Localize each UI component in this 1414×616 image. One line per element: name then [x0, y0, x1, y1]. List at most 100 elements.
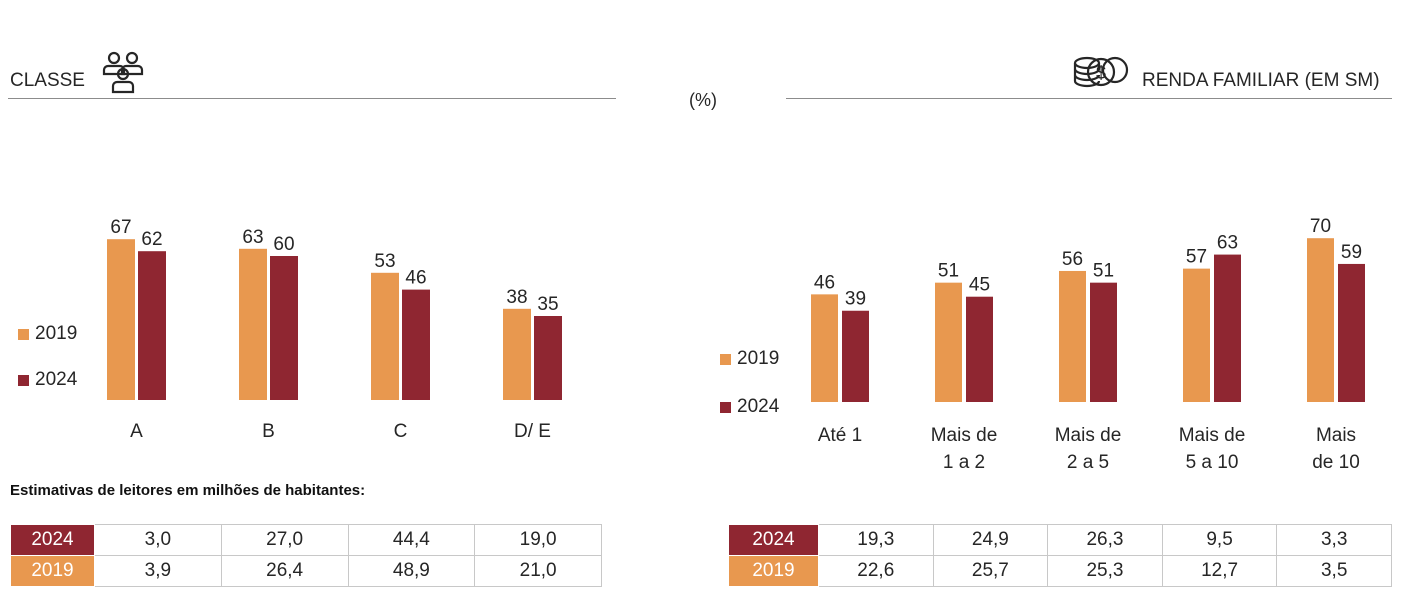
data-label: 51 — [1093, 261, 1114, 282]
category-label: de 10 — [1312, 452, 1360, 473]
data-label: 38 — [506, 287, 527, 308]
row-year: 2019 — [728, 555, 819, 587]
svg-text:$: $ — [1096, 63, 1106, 83]
bar-2024 — [270, 256, 298, 400]
bar-2024 — [534, 316, 562, 400]
table-cell: 12,7 — [1161, 555, 1278, 587]
category-label: 1 a 2 — [943, 452, 985, 473]
category-label: D/ E — [514, 421, 551, 442]
category-label: 2 a 5 — [1067, 452, 1109, 473]
category-label: Mais — [1316, 425, 1356, 446]
people-icon — [102, 50, 146, 94]
data-label: 51 — [938, 261, 959, 282]
data-label: 39 — [845, 289, 866, 310]
table-cell: 22,6 — [818, 555, 934, 587]
data-label: 67 — [110, 217, 131, 238]
bar-2019 — [935, 282, 962, 402]
category-label: A — [130, 421, 143, 442]
classe-bar-chart: 67 62 A 63 60 B 53 46 C 38 35 D/ E — [107, 217, 562, 442]
legend-label: 2024 — [737, 396, 780, 417]
row-year: 2019 — [10, 555, 95, 587]
data-label: 46 — [405, 268, 426, 289]
bar-2019 — [371, 272, 399, 400]
data-label: 60 — [273, 234, 294, 255]
bar-2024 — [402, 289, 430, 400]
left-legend-2019: 2019 — [18, 323, 77, 345]
renda-bar-chart: 46 39 Até 1 51 45 Mais de 1 a 2 56 51 Mais de 2 a … — [811, 216, 1365, 473]
row-year: 2024 — [728, 524, 819, 556]
table-cell: 44,4 — [347, 524, 476, 556]
legend-swatch-2019 — [18, 328, 29, 340]
legend-swatch-2024 — [18, 374, 29, 386]
table-cell: 3,9 — [94, 555, 222, 587]
left-estimates-table: 2024 3,0 27,0 44,4 19,0 2019 3,9 26,4 48… — [10, 524, 602, 587]
bar-2024 — [1338, 263, 1365, 402]
table-cell: 48,9 — [347, 555, 476, 587]
category-label: Mais de — [1179, 425, 1246, 446]
data-label: 59 — [1341, 242, 1362, 263]
bar-2024 — [966, 296, 993, 402]
right-header-rule — [786, 98, 1392, 99]
table-row: 2019 22,6 25,7 25,3 12,7 3,5 — [728, 555, 1392, 587]
table-cell: 26,4 — [220, 555, 349, 587]
data-label: 70 — [1310, 216, 1331, 237]
data-label: 63 — [242, 227, 263, 248]
bar-2019 — [503, 308, 531, 400]
table-cell: 25,7 — [932, 555, 1049, 587]
bar-2019 — [1307, 238, 1334, 402]
data-label: 62 — [141, 229, 162, 250]
bar-2024 — [138, 251, 166, 400]
legend-label: 2019 — [737, 348, 780, 369]
data-label: 56 — [1062, 249, 1083, 270]
category-label: Mais de — [931, 425, 998, 446]
bar-2024 — [1090, 282, 1117, 402]
left-legend-2024: 2024 — [18, 369, 77, 391]
bar-2024 — [1214, 254, 1241, 402]
category-label: Até 1 — [818, 425, 862, 446]
data-label: 57 — [1186, 247, 1207, 268]
left-panel-title: CLASSE — [10, 70, 85, 91]
data-label: 63 — [1217, 233, 1238, 254]
table-cell: 19,3 — [818, 524, 934, 556]
table-cell: 9,5 — [1161, 524, 1278, 556]
category-label: Mais de — [1055, 425, 1122, 446]
data-label: 35 — [537, 294, 558, 315]
table-cell: 21,0 — [474, 555, 602, 587]
data-label: 53 — [374, 251, 395, 272]
row-year: 2024 — [10, 524, 95, 556]
table-cell: 19,0 — [474, 524, 602, 556]
left-header-rule — [8, 98, 616, 99]
data-label: 45 — [969, 275, 990, 296]
right-legend-2019: 2019 — [720, 348, 779, 370]
table-cell: 3,0 — [94, 524, 222, 556]
bar-2019 — [239, 248, 267, 400]
bar-2024 — [842, 310, 869, 402]
table-row: 2024 19,3 24,9 26,3 9,5 3,3 — [728, 524, 1392, 556]
category-label: C — [394, 421, 408, 442]
table-row: 2019 3,9 26,4 48,9 21,0 — [10, 555, 602, 587]
right-panel-title: RENDA FAMILIAR (EM SM) — [1142, 70, 1380, 91]
category-label: 5 a 10 — [1186, 452, 1239, 473]
estimates-footnote: Estimativas de leitores em milhões de ha… — [10, 482, 366, 499]
bar-2019 — [1059, 270, 1086, 402]
table-row: 2024 3,0 27,0 44,4 19,0 — [10, 524, 602, 556]
legend-swatch-2024 — [720, 401, 731, 413]
legend-label: 2024 — [35, 369, 78, 390]
table-cell: 26,3 — [1047, 524, 1163, 556]
category-label: B — [262, 421, 275, 442]
data-label: 46 — [814, 272, 835, 293]
coins-dollar-icon: $ — [1073, 52, 1129, 92]
bar-2019 — [107, 239, 135, 400]
legend-label: 2019 — [35, 323, 78, 344]
table-cell: 3,3 — [1276, 524, 1392, 556]
unit-label: (%) — [689, 90, 717, 110]
table-cell: 3,5 — [1276, 555, 1392, 587]
right-legend-2024: 2024 — [720, 396, 779, 418]
table-cell: 27,0 — [220, 524, 349, 556]
table-cell: 25,3 — [1047, 555, 1163, 587]
right-estimates-table: 2024 19,3 24,9 26,3 9,5 3,3 2019 22,6 25… — [728, 524, 1392, 587]
bar-2019 — [1183, 268, 1210, 402]
table-cell: 24,9 — [932, 524, 1049, 556]
legend-swatch-2019 — [720, 353, 731, 365]
bar-2019 — [811, 294, 838, 402]
